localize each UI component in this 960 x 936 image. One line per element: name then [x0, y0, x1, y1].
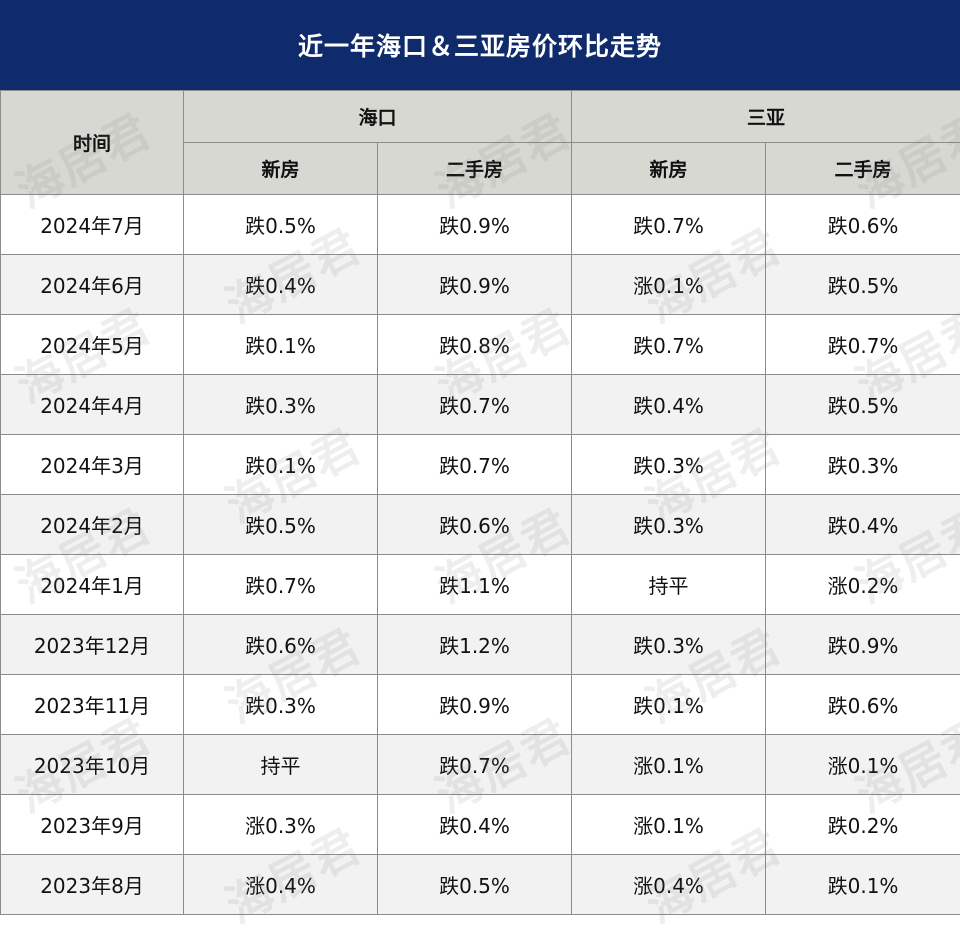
cell-month: 2024年6月 — [1, 255, 184, 315]
cell-month: 2023年10月 — [1, 735, 184, 795]
cell-haikou-resale: 跌0.6% — [378, 495, 572, 555]
header-sanya-new: 新房 — [572, 143, 766, 195]
cell-sanya-new: 持平 — [572, 555, 766, 615]
cell-sanya-new: 跌0.3% — [572, 435, 766, 495]
cell-month: 2024年7月 — [1, 195, 184, 255]
table-row: 2024年6月跌0.4%跌0.9%涨0.1%跌0.5% — [1, 255, 960, 315]
cell-sanya-new: 涨0.1% — [572, 255, 766, 315]
cell-sanya-new: 跌0.7% — [572, 315, 766, 375]
cell-haikou-new: 跌0.7% — [184, 555, 378, 615]
cell-sanya-resale: 涨0.2% — [766, 555, 960, 615]
table-row: 2023年8月涨0.4%跌0.5%涨0.4%跌0.1% — [1, 855, 960, 915]
cell-month: 2023年9月 — [1, 795, 184, 855]
header-haikou-new: 新房 — [184, 143, 378, 195]
price-trend-table: 时间 海口 三亚 新房 二手房 新房 二手房 2024年7月跌0.5%跌0.9%… — [0, 90, 960, 915]
cell-sanya-new: 跌0.7% — [572, 195, 766, 255]
cell-sanya-new: 跌0.3% — [572, 615, 766, 675]
table-row: 2024年3月跌0.1%跌0.7%跌0.3%跌0.3% — [1, 435, 960, 495]
header-sanya-resale: 二手房 — [766, 143, 960, 195]
cell-haikou-resale: 跌0.4% — [378, 795, 572, 855]
cell-haikou-new: 跌0.5% — [184, 195, 378, 255]
cell-haikou-new: 跌0.4% — [184, 255, 378, 315]
cell-sanya-new: 涨0.4% — [572, 855, 766, 915]
cell-haikou-resale: 跌0.8% — [378, 315, 572, 375]
cell-sanya-resale: 跌0.9% — [766, 615, 960, 675]
header-city-sanya: 三亚 — [572, 91, 960, 143]
table-row: 2024年4月跌0.3%跌0.7%跌0.4%跌0.5% — [1, 375, 960, 435]
cell-sanya-resale: 跌0.6% — [766, 195, 960, 255]
cell-haikou-new: 持平 — [184, 735, 378, 795]
cell-sanya-resale: 跌0.6% — [766, 675, 960, 735]
table-row: 2023年11月跌0.3%跌0.9%跌0.1%跌0.6% — [1, 675, 960, 735]
cell-haikou-new: 跌0.3% — [184, 675, 378, 735]
cell-haikou-new: 跌0.1% — [184, 435, 378, 495]
cell-haikou-new: 涨0.4% — [184, 855, 378, 915]
cell-sanya-new: 跌0.1% — [572, 675, 766, 735]
cell-sanya-resale: 跌0.4% — [766, 495, 960, 555]
table-row: 2024年7月跌0.5%跌0.9%跌0.7%跌0.6% — [1, 195, 960, 255]
header-time: 时间 — [1, 91, 184, 195]
header-row-cities: 时间 海口 三亚 — [1, 91, 960, 143]
cell-month: 2024年1月 — [1, 555, 184, 615]
cell-sanya-new: 涨0.1% — [572, 735, 766, 795]
cell-haikou-resale: 跌0.9% — [378, 675, 572, 735]
cell-month: 2024年3月 — [1, 435, 184, 495]
cell-haikou-resale: 跌1.2% — [378, 615, 572, 675]
cell-sanya-new: 涨0.1% — [572, 795, 766, 855]
cell-haikou-new: 涨0.3% — [184, 795, 378, 855]
cell-haikou-resale: 跌0.9% — [378, 255, 572, 315]
cell-sanya-new: 跌0.4% — [572, 375, 766, 435]
cell-haikou-new: 跌0.3% — [184, 375, 378, 435]
cell-sanya-resale: 跌0.7% — [766, 315, 960, 375]
page-title: 近一年海口＆三亚房价环比走势 — [0, 0, 960, 90]
cell-haikou-resale: 跌0.5% — [378, 855, 572, 915]
cell-sanya-resale: 涨0.1% — [766, 735, 960, 795]
cell-sanya-resale: 跌0.5% — [766, 375, 960, 435]
cell-month: 2023年12月 — [1, 615, 184, 675]
header-city-haikou: 海口 — [184, 91, 572, 143]
cell-sanya-resale: 跌0.5% — [766, 255, 960, 315]
header-haikou-resale: 二手房 — [378, 143, 572, 195]
table-row: 2023年12月跌0.6%跌1.2%跌0.3%跌0.9% — [1, 615, 960, 675]
table-row: 2023年10月持平跌0.7%涨0.1%涨0.1% — [1, 735, 960, 795]
table-body: 2024年7月跌0.5%跌0.9%跌0.7%跌0.6%2024年6月跌0.4%跌… — [1, 195, 960, 915]
cell-haikou-resale: 跌0.9% — [378, 195, 572, 255]
cell-haikou-resale: 跌1.1% — [378, 555, 572, 615]
table-row: 2024年2月跌0.5%跌0.6%跌0.3%跌0.4% — [1, 495, 960, 555]
cell-haikou-resale: 跌0.7% — [378, 375, 572, 435]
page: 近一年海口＆三亚房价环比走势 时间 海口 三亚 新房 二手房 新房 二手房 20… — [0, 0, 960, 915]
cell-month: 2024年2月 — [1, 495, 184, 555]
cell-haikou-new: 跌0.5% — [184, 495, 378, 555]
table-row: 2024年1月跌0.7%跌1.1%持平涨0.2% — [1, 555, 960, 615]
table-row: 2024年5月跌0.1%跌0.8%跌0.7%跌0.7% — [1, 315, 960, 375]
cell-sanya-resale: 跌0.1% — [766, 855, 960, 915]
cell-sanya-resale: 跌0.3% — [766, 435, 960, 495]
cell-month: 2023年11月 — [1, 675, 184, 735]
cell-haikou-resale: 跌0.7% — [378, 435, 572, 495]
cell-haikou-new: 跌0.1% — [184, 315, 378, 375]
cell-month: 2023年8月 — [1, 855, 184, 915]
cell-month: 2024年5月 — [1, 315, 184, 375]
table-row: 2023年9月涨0.3%跌0.4%涨0.1%跌0.2% — [1, 795, 960, 855]
cell-haikou-resale: 跌0.7% — [378, 735, 572, 795]
cell-haikou-new: 跌0.6% — [184, 615, 378, 675]
cell-month: 2024年4月 — [1, 375, 184, 435]
cell-sanya-resale: 跌0.2% — [766, 795, 960, 855]
cell-sanya-new: 跌0.3% — [572, 495, 766, 555]
